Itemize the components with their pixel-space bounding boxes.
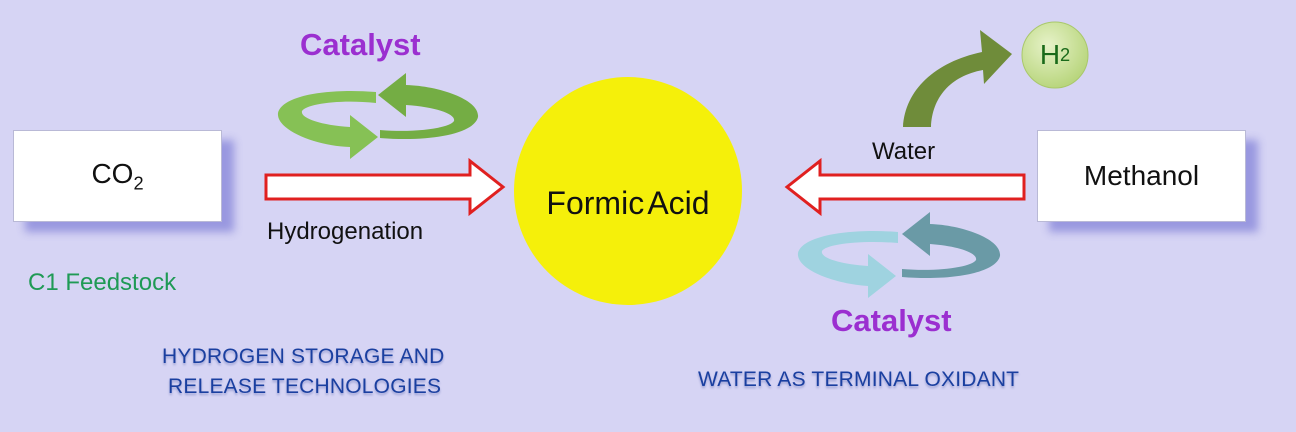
methanol-label: Methanol [1083, 160, 1200, 191]
hydrogen-storage-caption-line1: HYDROGEN STORAGE AND [162, 345, 445, 368]
catalyst-label-right: Catalyst [831, 303, 952, 338]
methanol-box: Methanol [1037, 130, 1246, 222]
hydrogen-storage-caption-line2: RELEASE TECHNOLOGIES [168, 375, 442, 398]
c1-feedstock-label: C1 Feedstock [28, 269, 177, 296]
water-label: Water [872, 138, 936, 165]
h2-release-arrow [903, 30, 1012, 127]
hydrogenation-label: Hydrogenation [267, 218, 424, 245]
formic-acid-circle [514, 77, 742, 305]
green-catalyst-cycle-icon [277, 73, 479, 159]
co2-box: CO2 [13, 130, 222, 222]
blue-catalyst-cycle-icon [797, 212, 1001, 298]
h2-circle [1021, 21, 1089, 89]
co2-label: CO2 [91, 157, 144, 194]
water-oxidation-arrow [784, 157, 1026, 217]
formic-acid-label: Formic Acid [546, 184, 710, 221]
water-oxidant-caption: WATER AS TERMINAL OXIDANT [698, 368, 1020, 391]
hydrogenation-arrow [264, 157, 506, 217]
catalyst-label-left: Catalyst [300, 27, 421, 62]
